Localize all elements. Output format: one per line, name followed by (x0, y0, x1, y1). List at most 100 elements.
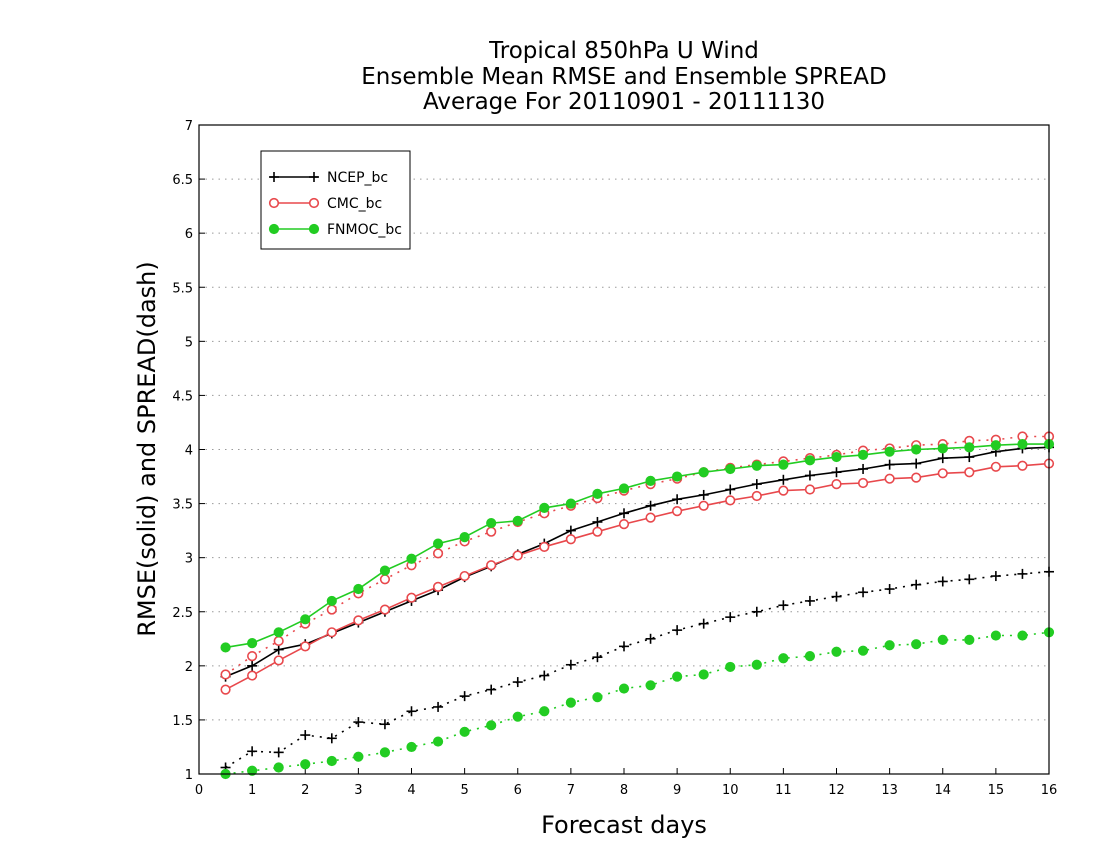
data-point-fnmoc-bc-spread (645, 680, 656, 691)
title-line-1: Tropical 850hPa U Wind (488, 38, 759, 64)
data-point-fnmoc-bc-rmse (432, 538, 444, 549)
x-tick-label: 11 (775, 783, 792, 798)
legend-entry-cmc-bc: CMC_bc (268, 196, 382, 212)
series-line-cmc-bc-spread (225, 435, 1049, 676)
data-point-ncep-bc-spread (937, 576, 948, 587)
data-point-ncep-bc-spread (539, 670, 550, 681)
data-point-fnmoc-bc-spread (273, 762, 284, 773)
data-point-ncep-bc-spread (326, 733, 337, 744)
data-point-fnmoc-bc-spread (751, 659, 762, 670)
data-point-cmc-bc-spread (273, 635, 284, 647)
title-line-2: Ensemble Mean RMSE and Ensemble SPREAD (361, 64, 886, 90)
data-point-cmc-bc-rmse (379, 604, 391, 615)
data-point-cmc-bc-rmse (857, 477, 869, 489)
data-point-cmc-bc-rmse (618, 519, 630, 530)
data-point-ncep-bc-rmse (565, 525, 576, 536)
y-tick-label: 7 (185, 119, 193, 134)
data-point-ncep-bc-spread (990, 571, 1001, 582)
x-tick-label: 14 (934, 783, 951, 798)
series-layer (220, 431, 1055, 780)
data-point-ncep-bc-rmse (911, 458, 922, 469)
data-point-cmc-bc-rmse (247, 670, 258, 681)
data-point-fnmoc-bc-rmse (884, 446, 895, 457)
data-point-fnmoc-bc-rmse (990, 440, 1001, 451)
plot-frame (198, 124, 1050, 775)
data-point-fnmoc-bc-spread (326, 755, 337, 767)
data-point-cmc-bc-rmse (645, 512, 656, 523)
data-point-fnmoc-bc-spread (300, 759, 311, 770)
data-point-ncep-bc-spread (725, 612, 736, 623)
data-point-fnmoc-bc-rmse (565, 498, 576, 509)
data-point-cmc-bc-rmse (884, 473, 895, 484)
data-point-fnmoc-bc-rmse (857, 449, 869, 461)
data-point-fnmoc-bc-rmse (326, 595, 337, 607)
series-fnmoc-bc (220, 438, 1055, 780)
y-tick-label: 5 (185, 335, 193, 350)
y-tick-label: 2 (185, 660, 193, 675)
data-point-fnmoc-bc-spread (725, 661, 736, 673)
x-tick-label: 9 (673, 783, 681, 798)
data-point-cmc-bc-rmse (672, 506, 683, 517)
y-tick-label: 6.5 (172, 173, 193, 188)
y-tick-label: 4.5 (172, 389, 193, 404)
data-point-fnmoc-bc-rmse (459, 532, 470, 543)
legend-marker (269, 172, 279, 182)
legend: NCEP_bc CMC_bc FNMOC_bc (260, 150, 411, 250)
data-point-fnmoc-bc-rmse (486, 517, 497, 529)
data-point-ncep-bc-spread (698, 618, 709, 629)
legend-label: CMC_bc (327, 196, 382, 212)
series-line-ncep-bc-spread (225, 570, 1050, 769)
series-ncep-bc (220, 442, 1054, 773)
data-point-cmc-bc-rmse (565, 534, 576, 545)
data-point-cmc-bc-rmse (778, 485, 789, 496)
data-point-fnmoc-bc-spread (672, 671, 683, 682)
data-point-cmc-bc-rmse (725, 495, 736, 506)
data-point-cmc-bc-rmse (512, 550, 523, 561)
x-tick-label: 4 (407, 783, 415, 798)
x-axis-label: Forecast days (541, 811, 707, 839)
legend-box (260, 150, 411, 250)
y-tick-label: 3.5 (172, 498, 193, 513)
data-point-fnmoc-bc-rmse (1017, 438, 1028, 450)
data-point-fnmoc-bc-spread (432, 736, 444, 747)
data-point-fnmoc-bc-spread (565, 697, 576, 708)
data-point-cmc-bc-rmse (937, 468, 948, 479)
y-tick-label: 3 (185, 552, 193, 567)
data-point-fnmoc-bc-spread (353, 751, 364, 762)
data-point-fnmoc-bc-spread (406, 741, 417, 753)
legend-entry-ncep-bc: NCEP_bc (269, 170, 388, 186)
x-tick-label: 5 (460, 783, 468, 798)
data-point-fnmoc-bc-spread (911, 639, 922, 650)
data-point-fnmoc-bc-rmse (592, 488, 603, 499)
x-tick-label: 6 (514, 783, 522, 798)
data-point-cmc-bc-rmse (751, 490, 762, 502)
data-point-ncep-bc-spread (964, 574, 975, 585)
data-point-cmc-bc-rmse (831, 479, 842, 490)
legend-marker (309, 172, 319, 182)
chart-title: Tropical 850hPa U Wind Ensemble Mean RMS… (361, 38, 886, 115)
data-point-cmc-bc-rmse (353, 615, 364, 626)
legend-marker (268, 197, 280, 209)
data-point-ncep-bc-spread (751, 606, 762, 617)
legend-marker (308, 197, 320, 209)
data-point-fnmoc-bc-rmse (406, 553, 417, 564)
data-point-fnmoc-bc-rmse (804, 455, 816, 466)
data-point-ncep-bc-spread (433, 701, 444, 712)
data-point-cmc-bc-rmse (406, 592, 417, 603)
data-point-ncep-bc-spread (619, 641, 629, 652)
axis-ticks: 11.522.533.544.555.566.570 1 2 3 4 5 6 7 8 9 10 11 1… (172, 119, 1057, 798)
data-point-cmc-bc-spread (379, 574, 391, 585)
data-point-fnmoc-bc-spread (804, 650, 816, 662)
data-point-fnmoc-bc-spread (778, 653, 789, 664)
data-point-ncep-bc-spread (247, 746, 258, 757)
data-point-fnmoc-bc-rmse (778, 459, 789, 470)
data-point-ncep-bc-rmse (698, 489, 709, 500)
data-point-fnmoc-bc-spread (698, 669, 709, 680)
data-point-fnmoc-bc-spread (486, 720, 497, 731)
data-point-cmc-bc-rmse (486, 560, 497, 571)
series-line-cmc-bc-rmse (225, 462, 1050, 691)
data-point-fnmoc-bc-rmse (353, 583, 364, 595)
data-point-ncep-bc-spread (645, 633, 656, 644)
y-tick-label: 1.5 (172, 714, 193, 729)
